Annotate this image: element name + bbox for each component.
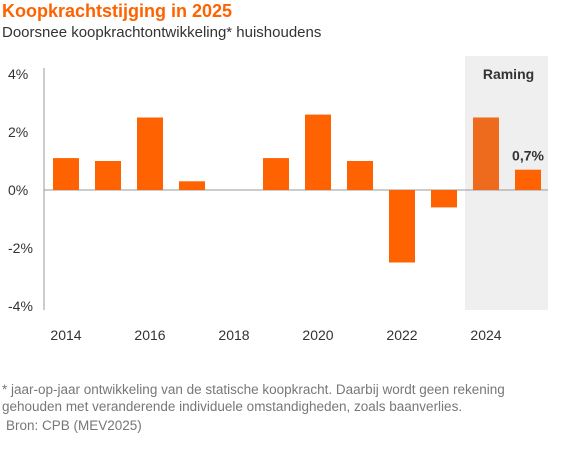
chart-subtitle: Doorsnee koopkrachtontwikkeling* huishou… bbox=[2, 24, 322, 41]
bar-2015 bbox=[95, 161, 121, 190]
x-tick-label: 2014 bbox=[50, 327, 81, 343]
y-tick-label: -2% bbox=[8, 240, 33, 256]
bar-2021 bbox=[347, 161, 373, 190]
bar-2016 bbox=[137, 117, 163, 190]
y-tick-label: 2% bbox=[8, 124, 28, 140]
bar-2025 bbox=[515, 169, 541, 190]
y-tick-label: 0% bbox=[8, 182, 28, 198]
bar-2017 bbox=[179, 181, 205, 190]
x-tick-label: 2016 bbox=[134, 327, 165, 343]
footnote: * jaar-op-jaar ontwikkeling van de stati… bbox=[2, 382, 505, 414]
bar-2019 bbox=[263, 158, 289, 190]
y-tick-label: 4% bbox=[8, 66, 28, 82]
x-tick-label: 2018 bbox=[218, 327, 249, 343]
forecast-label: Raming bbox=[483, 66, 534, 82]
bar-2020 bbox=[305, 114, 331, 190]
bar-2024 bbox=[473, 117, 499, 190]
x-tick-label: 2024 bbox=[470, 327, 501, 343]
bar-chart: Raming 4% 2% 0% -2% -4% 2014 2016 2018 2020 2022 2… bbox=[8, 56, 548, 343]
x-tick-label: 2022 bbox=[386, 327, 417, 343]
source-note: Bron: CPB (MEV2025) bbox=[6, 418, 142, 433]
data-label-2025: 0,7% bbox=[512, 148, 544, 164]
bar-2023 bbox=[431, 190, 457, 208]
y-tick-label: -4% bbox=[8, 298, 33, 314]
chart-title: Koopkrachtstijging in 2025 bbox=[2, 1, 233, 21]
bar-2022 bbox=[389, 190, 415, 263]
bar-2014 bbox=[53, 158, 79, 190]
x-tick-label: 2020 bbox=[302, 327, 333, 343]
